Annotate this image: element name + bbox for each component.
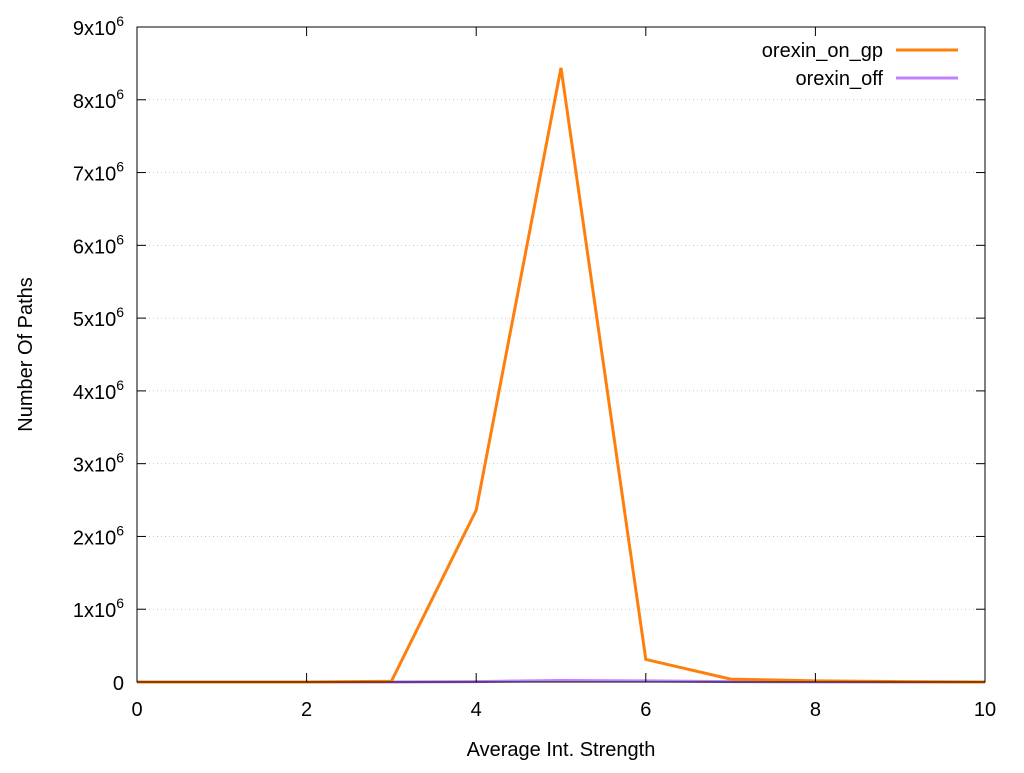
series-line-orexin_on_gp <box>137 67 986 684</box>
x-axis-title: Average Int. Strength <box>467 739 656 761</box>
y-tick-label: 9x106 <box>73 13 124 40</box>
x-tick-label: 10 <box>974 699 996 721</box>
y-tick-label: 0 <box>113 673 124 695</box>
legend-label: orexin_on_gp <box>762 40 883 62</box>
plot-series <box>137 67 986 684</box>
x-tick-label: 2 <box>301 699 312 721</box>
y-tick-label: 7x106 <box>73 159 124 186</box>
y-tick-label: 6x106 <box>73 231 124 258</box>
legend-label: orexin_off <box>796 68 884 90</box>
y-tick-label: 3x106 <box>73 450 124 477</box>
x-tick-label: 0 <box>131 699 142 721</box>
ticks: 0 1x106 2x106 3x106 4x106 5x106 6x106 7x106 8x10… <box>73 13 996 721</box>
grid <box>137 99 985 610</box>
y-tick-label: 2x106 <box>73 522 124 549</box>
x-tick-label: 8 <box>810 699 821 721</box>
y-tick-label: 1x106 <box>73 595 124 622</box>
y-tick-label: 4x106 <box>73 377 124 404</box>
x-tick-label: 6 <box>640 699 651 721</box>
x-tick-label: 4 <box>471 699 482 721</box>
legend: orexin_on_gp orexin_off <box>762 40 958 90</box>
y-tick-label: 8x106 <box>73 86 124 113</box>
y-axis-title: Number Of Paths <box>15 277 37 432</box>
y-tick-label: 5x106 <box>73 304 124 331</box>
plot-frame <box>136 26 986 683</box>
